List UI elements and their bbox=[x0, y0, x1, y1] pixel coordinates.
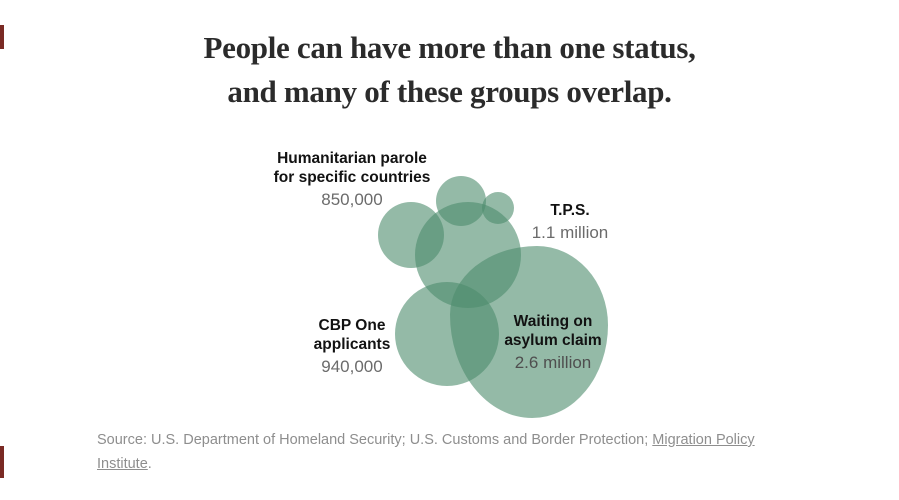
chart-title-line2: and many of these groups overlap. bbox=[227, 74, 672, 109]
left-edge-artifact-bottom bbox=[0, 446, 4, 478]
label-asylum-claim: Waiting on asylum claim 2.6 million bbox=[482, 312, 624, 373]
humanitarian-label-line1: Humanitarian parole bbox=[277, 150, 427, 167]
source-note: Source: U.S. Department of Homeland Secu… bbox=[97, 429, 797, 476]
left-edge-artifact-top bbox=[0, 25, 4, 49]
cbp-label-line2: applicants bbox=[313, 336, 391, 353]
source-text: Source: U.S. Department of Homeland Secu… bbox=[97, 432, 653, 448]
label-humanitarian-parole: Humanitarian parole for specific countri… bbox=[257, 149, 447, 210]
bubble-asylum-claim bbox=[450, 246, 608, 418]
source-link-institute[interactable]: Institute bbox=[97, 455, 148, 472]
asylum-value: 2.6 million bbox=[514, 353, 592, 372]
asylum-label-line1: Waiting on bbox=[513, 313, 593, 330]
source-link-migration-policy[interactable]: Migration Policy bbox=[652, 432, 755, 448]
asylum-label-line2: asylum claim bbox=[504, 332, 602, 349]
humanitarian-value: 850,000 bbox=[321, 190, 383, 209]
cbp-value: 940,000 bbox=[321, 357, 383, 376]
label-cbp-one: CBP One applicants 940,000 bbox=[292, 316, 412, 377]
chart-title-line1: People can have more than one status, bbox=[203, 30, 696, 65]
humanitarian-label-line2: for specific countries bbox=[273, 169, 431, 186]
label-tps: T.P.S. 1.1 million bbox=[508, 201, 632, 243]
tps-label: T.P.S. bbox=[550, 202, 590, 219]
source-period: . bbox=[147, 455, 152, 472]
cbp-label-line1: CBP One bbox=[318, 317, 386, 334]
chart-title: People can have more than one status, an… bbox=[0, 26, 899, 114]
tps-value: 1.1 million bbox=[531, 223, 609, 242]
